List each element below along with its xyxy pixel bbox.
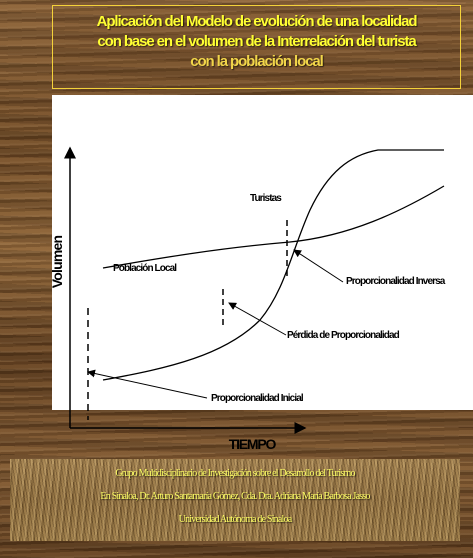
tourists-curve (102, 149, 444, 381)
y-axis-label: Volumen (49, 236, 65, 289)
inverse-arrow (293, 249, 344, 283)
slide-title: Aplicación del Modelo de evolución de un… (52, 12, 461, 72)
local-population-label: Población Local (113, 263, 177, 274)
loss-arrow (228, 302, 287, 336)
credits-line-1: Grupo Multidisciplinario de Investigació… (115, 468, 355, 479)
title-line-3: con la población local (190, 53, 324, 70)
credits-line-2: En Sinaloa, Dr. Arturo Santamaría Gómez,… (100, 491, 370, 502)
title-line-1: Aplicación del Modelo de evolución de un… (96, 13, 418, 30)
title-line-2: con base en el volumen de la Interrelaci… (97, 33, 416, 50)
credits: Grupo Multidisciplinario de Investigació… (10, 462, 460, 531)
initial-proportionality-label: Proporcionalidad Inicial (211, 393, 304, 404)
diagram-panel (52, 95, 473, 410)
inverse-proportionality-label: Proporcionalidad Inversa (346, 276, 445, 287)
title-frame (52, 5, 461, 89)
local-population-curve (102, 185, 445, 269)
x-axis-label: TIEMPO (229, 436, 277, 452)
loss-of-proportionality-label: Pérdida de Proporcionalidad (287, 330, 400, 341)
credits-frame (10, 459, 460, 541)
credits-line-3: Universidad Autónoma de Sinaloa (178, 514, 292, 525)
initial-arrow (87, 369, 208, 399)
tourists-label: Turistas (250, 193, 282, 204)
